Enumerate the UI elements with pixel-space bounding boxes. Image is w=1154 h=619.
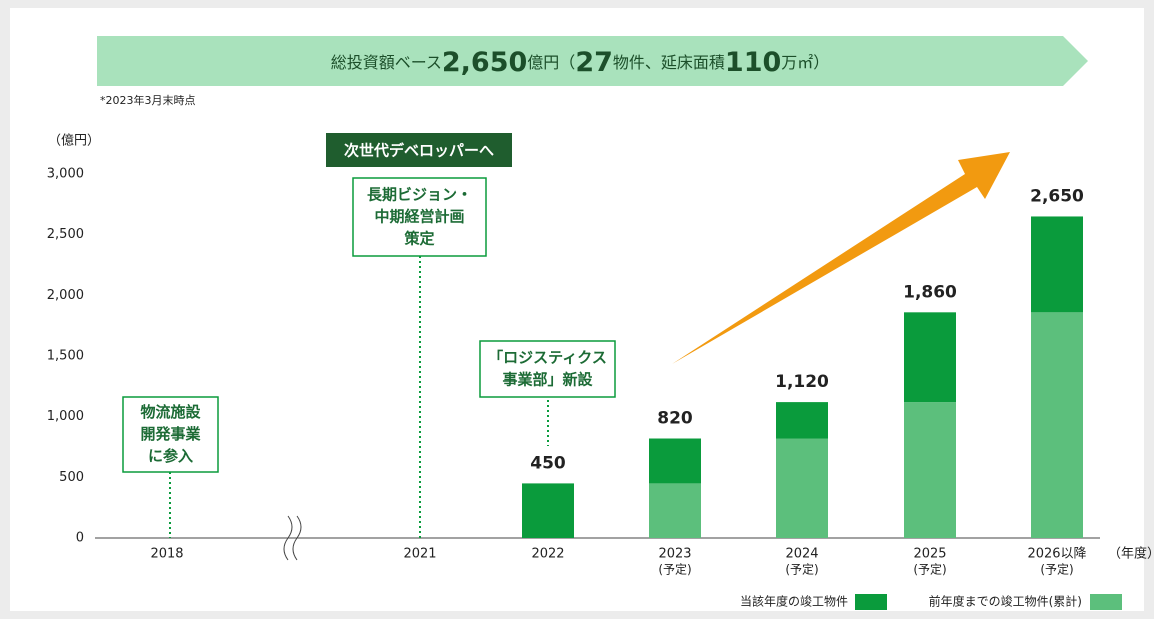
annotation-text: 物流施設 bbox=[140, 403, 201, 421]
banner-part: 総投資額ベース bbox=[331, 53, 442, 72]
annotation-text: 「ロジスティクス bbox=[488, 349, 607, 367]
x-tick-note: (予定) bbox=[658, 562, 691, 577]
x-tick-label: 2025 bbox=[913, 547, 946, 562]
annotation-text: に参入 bbox=[148, 447, 193, 465]
total-label: 1,120 bbox=[775, 372, 829, 392]
y-tick-label: 500 bbox=[59, 470, 84, 485]
x-tick-label: 2021 bbox=[403, 547, 436, 562]
total-label: 1,860 bbox=[903, 282, 957, 302]
growth-arrow bbox=[672, 152, 1010, 364]
x-tick-label: 2024 bbox=[785, 547, 818, 562]
note: *2023年3月末時点 bbox=[100, 93, 196, 107]
banner-part: 万㎡） bbox=[781, 53, 829, 72]
total-label: 820 bbox=[657, 409, 693, 429]
bar-segment bbox=[1031, 312, 1083, 538]
y-tick-label: 2,000 bbox=[47, 288, 84, 303]
x-tick-note: (予定) bbox=[913, 562, 946, 577]
bar-segment bbox=[904, 312, 956, 403]
bar-segment bbox=[776, 438, 828, 538]
x-tick-note: (予定) bbox=[785, 562, 818, 577]
x-unit: （年度） bbox=[1108, 546, 1154, 562]
x-tick-label: 2023 bbox=[658, 547, 691, 562]
legend-label: 当該年度の竣工物件 bbox=[740, 594, 848, 609]
banner-part: 2,650 bbox=[442, 47, 527, 78]
y-tick-label: 1,000 bbox=[47, 409, 84, 424]
bar-segment bbox=[649, 483, 701, 538]
banner-shape bbox=[97, 36, 1088, 86]
y-tick-label: 3,000 bbox=[47, 167, 84, 182]
x-tick-label: 2018 bbox=[150, 547, 183, 562]
bar-segment bbox=[776, 402, 828, 439]
bar-segment bbox=[1031, 216, 1083, 313]
banner-part: 物件、延床面積 bbox=[613, 53, 725, 72]
banner-part: 億円（ bbox=[527, 53, 575, 72]
bar-segment bbox=[649, 438, 701, 484]
y-tick-label: 1,500 bbox=[47, 349, 84, 364]
annotation-text: 長期ビジョン・ bbox=[367, 186, 472, 204]
total-label: 450 bbox=[530, 453, 566, 473]
annotation-box bbox=[352, 177, 487, 257]
x-tick-note: (予定) bbox=[1040, 562, 1073, 577]
legend-swatch bbox=[1090, 594, 1122, 610]
banner-part: 110 bbox=[725, 47, 781, 78]
tag-text: 次世代デベロッパーへ bbox=[344, 142, 494, 160]
tag-box bbox=[326, 133, 512, 167]
y-unit: （億円） bbox=[48, 133, 100, 149]
legend-label: 前年度までの竣工物件(累計) bbox=[929, 594, 1082, 609]
annotation-text: 策定 bbox=[403, 230, 434, 248]
legend-swatch bbox=[855, 594, 887, 610]
banner-part: 27 bbox=[575, 47, 613, 78]
annotation-text: 事業部」新設 bbox=[502, 371, 593, 389]
x-tick-label: 2022 bbox=[531, 547, 564, 562]
bar-segment bbox=[904, 402, 956, 538]
x-tick-label: 2026以降 bbox=[1027, 547, 1086, 562]
total-label: 2,650 bbox=[1030, 186, 1084, 206]
annotation-box bbox=[122, 396, 219, 473]
y-tick-label: 2,500 bbox=[47, 227, 84, 242]
annotation-text: 開発事業 bbox=[140, 425, 201, 443]
y-tick-label: 0 bbox=[76, 531, 84, 546]
banner-text: 総投資額ベース2,650億円（27物件、延床面積110万㎡） bbox=[331, 47, 830, 78]
annotation-box bbox=[479, 340, 616, 398]
bar-segment bbox=[522, 483, 574, 538]
annotation-text: 中期経営計画 bbox=[374, 208, 464, 226]
